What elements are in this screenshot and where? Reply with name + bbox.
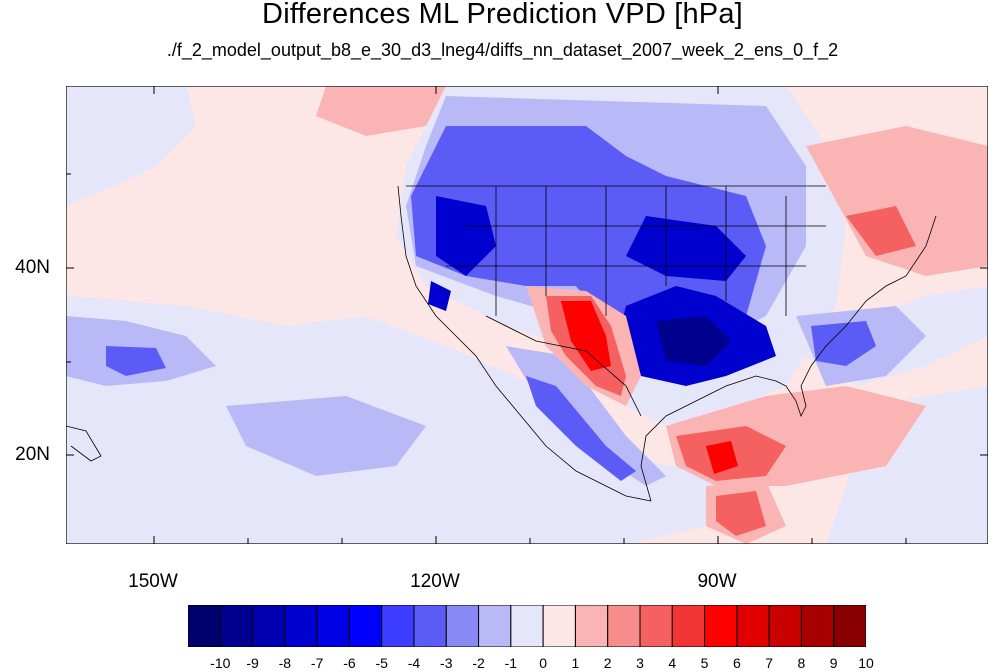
colorbar-tick-label: 8 bbox=[797, 655, 806, 671]
lat-label-20n: 20N bbox=[15, 444, 50, 465]
colorbar-tick-label: -4 bbox=[407, 655, 421, 671]
colorbar-swatch bbox=[542, 605, 576, 647]
plot-title: Differences ML Prediction VPD [hPa] bbox=[262, 0, 743, 30]
colorbar-swatch bbox=[704, 605, 738, 647]
anomaly-darkest-blue bbox=[656, 316, 731, 366]
colorbar-tick-label: 0 bbox=[539, 655, 548, 671]
colorbar-swatch bbox=[639, 605, 673, 647]
colorbar-swatch bbox=[833, 605, 866, 647]
plot-subtitle: ./f_2_model_output_b8_e_30_d3_lneg4/diff… bbox=[166, 40, 839, 60]
colorbar-tick-label: 3 bbox=[636, 655, 644, 671]
lat-label-40n: 40N bbox=[15, 257, 50, 278]
colorbar-swatch bbox=[607, 605, 641, 647]
colorbar-tick-label: -8 bbox=[278, 655, 292, 671]
lon-label-90w: 90W bbox=[697, 571, 737, 592]
colorbar-tick-label: 7 bbox=[765, 655, 774, 671]
colorbar-tick-label: 6 bbox=[732, 655, 741, 671]
colorbar-tick-label: -7 bbox=[310, 655, 324, 671]
colorbar-tick-label: 2 bbox=[603, 655, 612, 671]
colorbar-swatch bbox=[413, 605, 447, 647]
colorbar-swatch bbox=[219, 605, 254, 647]
colorbar-swatch bbox=[736, 605, 770, 647]
colorbar-swatch bbox=[284, 605, 318, 647]
lon-label-150w: 150W bbox=[128, 571, 178, 592]
colorbar-swatch bbox=[671, 605, 706, 647]
colorbar-swatch bbox=[252, 605, 286, 647]
colorbar-swatch bbox=[510, 605, 544, 647]
map-panel bbox=[66, 86, 988, 544]
colorbar-swatch bbox=[768, 605, 802, 647]
colorbar-tick-label: -6 bbox=[343, 655, 356, 671]
colorbar-swatch bbox=[445, 605, 480, 647]
colorbar-tick-label: 1 bbox=[571, 655, 580, 671]
colorbar-tick-label: -5 bbox=[375, 655, 388, 671]
colorbar-tick-label: -3 bbox=[440, 655, 453, 671]
colorbar-swatch bbox=[348, 605, 383, 647]
map-ticks bbox=[66, 86, 988, 544]
colorbar-tick-label: 10 bbox=[858, 655, 874, 671]
colorbar-swatch bbox=[188, 605, 221, 647]
lon-label-120w: 120W bbox=[410, 571, 460, 592]
anomaly-light-red bbox=[316, 86, 988, 544]
colorbar-swatch bbox=[800, 605, 835, 647]
colorbar-swatch bbox=[381, 605, 415, 647]
anomaly-strong-red bbox=[561, 301, 738, 474]
colorbar-swatch bbox=[574, 605, 609, 647]
colorbar-tick-label: -2 bbox=[472, 655, 485, 671]
colorbar-tick-label: -9 bbox=[246, 655, 259, 671]
colorbar bbox=[188, 605, 866, 647]
colorbar-tick-label: -10 bbox=[210, 655, 231, 671]
coastlines bbox=[66, 185, 937, 502]
colorbar-swatch bbox=[478, 605, 512, 647]
colorbar-swatch bbox=[316, 605, 350, 647]
contour-map bbox=[66, 86, 988, 544]
colorbar-tick-label: 5 bbox=[700, 655, 709, 671]
colorbar-tick-label: 4 bbox=[668, 655, 677, 671]
colorbar-tick-label: 9 bbox=[829, 655, 838, 671]
colorbar-tick-label: -1 bbox=[504, 655, 518, 671]
